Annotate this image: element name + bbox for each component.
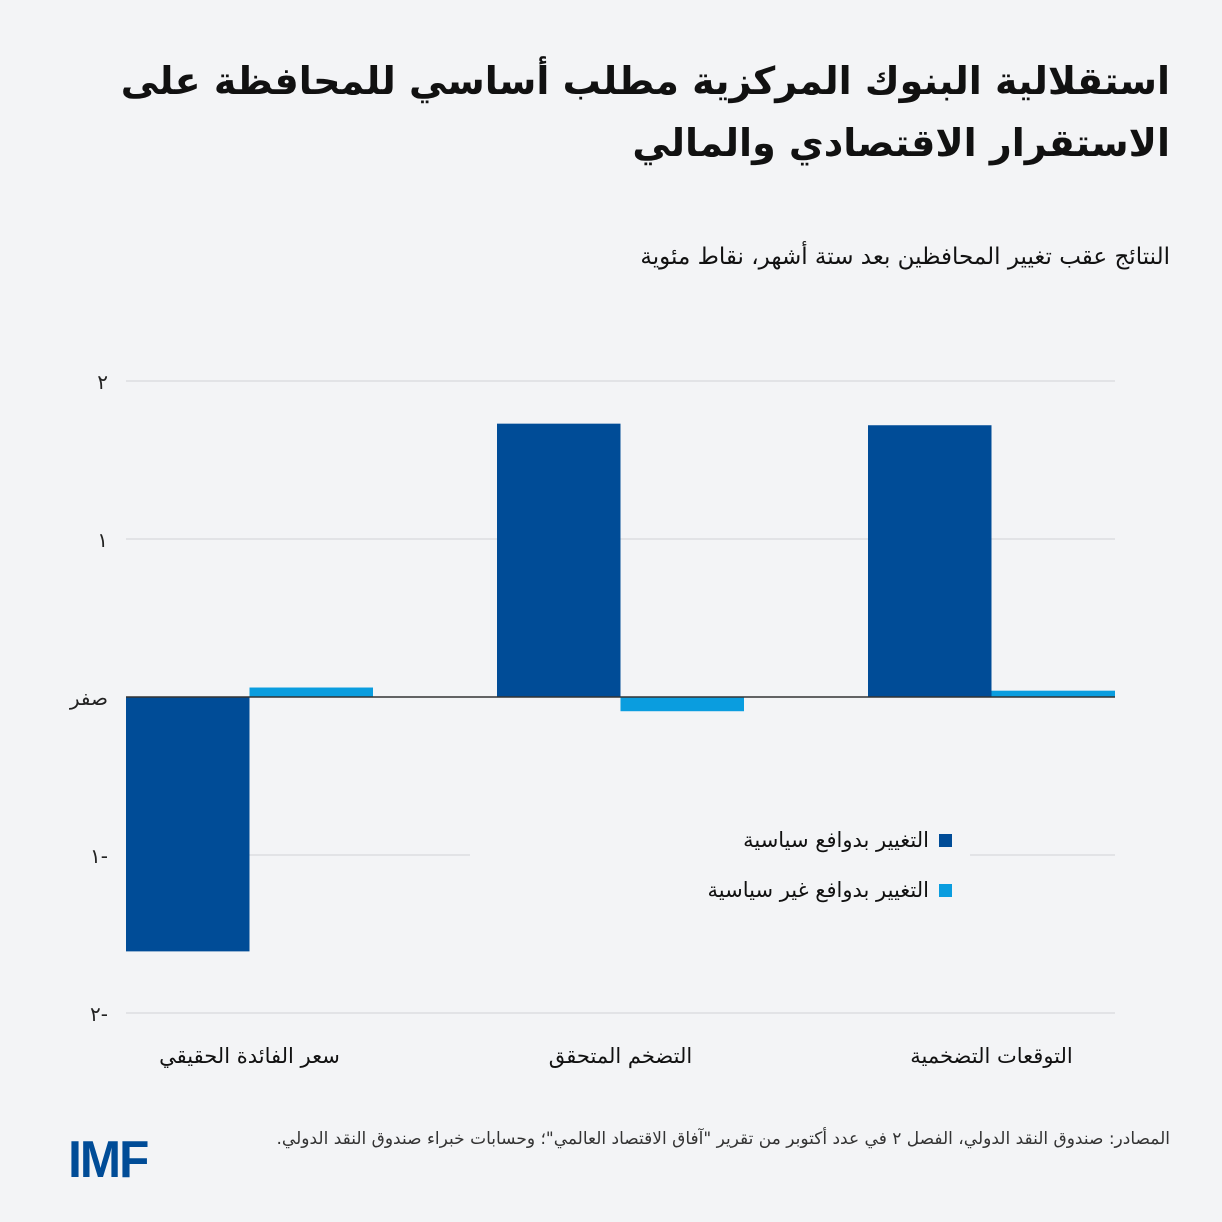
legend: التغيير بدوافع سياسية التغيير بدوافع غير… xyxy=(470,815,970,915)
y-tick-label: ١- xyxy=(90,844,108,868)
y-tick-label: ٢- xyxy=(90,1002,108,1026)
bar xyxy=(868,425,992,697)
source-note: المصادر: صندوق النقد الدولي، الفصل ٢ في … xyxy=(276,1129,1171,1149)
legend-label: التغيير بدوافع غير سياسية xyxy=(707,878,929,902)
x-category-label: التضخم المتحقق xyxy=(549,1044,692,1069)
y-tick-label: ٢ xyxy=(97,370,108,394)
legend-item-nonpolitical: التغيير بدوافع غير سياسية xyxy=(470,865,970,915)
y-tick-label: ١ xyxy=(97,528,108,552)
chart-title: استقلالية البنوك المركزية مطلب أساسي للم… xyxy=(120,59,1170,165)
imf-logo: IMF xyxy=(68,1131,149,1189)
legend-swatch xyxy=(939,883,952,897)
legend-swatch xyxy=(939,833,952,847)
legend-item-political: التغيير بدوافع سياسية xyxy=(470,815,970,865)
bar xyxy=(620,697,744,712)
y-tick-label: صفر xyxy=(69,686,108,710)
bar xyxy=(249,687,373,697)
bar xyxy=(991,690,1115,697)
bar xyxy=(497,423,621,697)
x-category-label: التوقعات التضخمية xyxy=(910,1044,1073,1068)
chart-subtitle: النتائج عقب تغيير المحافظين بعد ستة أشهر… xyxy=(640,244,1170,270)
x-category-label: سعر الفائدة الحقيقي xyxy=(159,1044,340,1068)
legend-label: التغيير بدوافع سياسية xyxy=(743,828,929,852)
bar xyxy=(126,697,250,952)
